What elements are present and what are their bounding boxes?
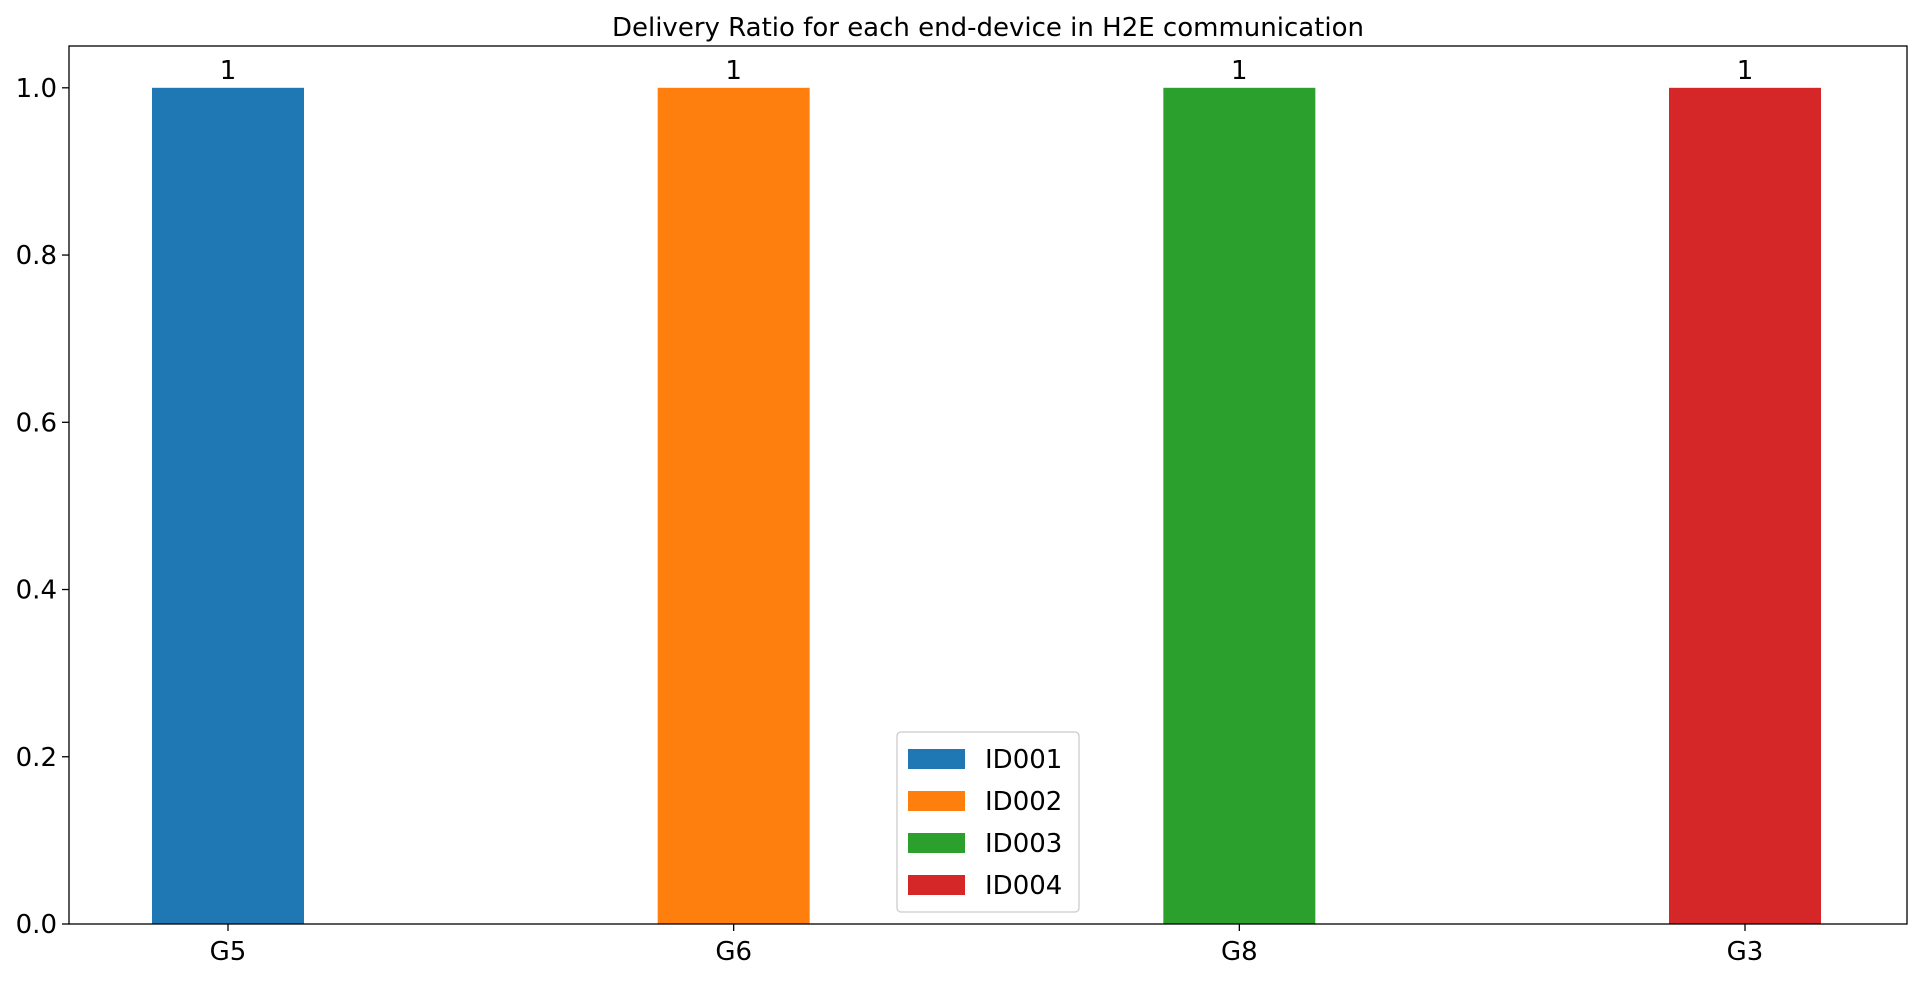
- data-label-id001: 1: [220, 56, 237, 86]
- bar-id003: [1163, 87, 1316, 925]
- axes-layer: 0.0 0.2 0.4 0.6 0.8 1.0 G5 G6 G8 G3: [16, 45, 1908, 967]
- legend-swatch-id001: [908, 749, 965, 769]
- bars-layer: [152, 87, 1821, 925]
- legend-swatch-id004: [908, 875, 965, 895]
- y-tick-label: 0.8: [16, 241, 57, 271]
- bar-id004: [1669, 87, 1821, 925]
- y-tick-label: 0.2: [16, 743, 57, 773]
- legend-label-id001: ID001: [985, 745, 1062, 775]
- chart-title: Delivery Ratio for each end-device in H2…: [612, 13, 1364, 43]
- legend-swatch-id002: [908, 791, 965, 811]
- x-tick-label-g6: G6: [715, 937, 752, 967]
- bar-id001: [152, 87, 304, 925]
- y-tick-label: 1.0: [16, 74, 57, 104]
- legend-box: [896, 731, 1080, 913]
- data-label-id003: 1: [1231, 56, 1248, 86]
- x-tick-label-g3: G3: [1727, 937, 1764, 967]
- data-label-id002: 1: [725, 56, 742, 86]
- legend: ID001 ID002 ID003 ID004: [896, 731, 1080, 913]
- y-tick-label: 0.0: [16, 910, 57, 940]
- data-labels-layer: 1 1 1 1: [220, 56, 1754, 86]
- x-tick-label-g5: G5: [210, 937, 247, 967]
- legend-label-id003: ID003: [985, 829, 1062, 859]
- y-tick-label: 0.6: [16, 408, 57, 438]
- legend-label-id004: ID004: [985, 871, 1062, 901]
- x-tick-label-g8: G8: [1221, 937, 1258, 967]
- bar-id002: [657, 87, 810, 925]
- plot-frame: [68, 45, 1908, 925]
- legend-label-id002: ID002: [985, 787, 1062, 817]
- data-label-id004: 1: [1737, 56, 1754, 86]
- legend-swatch-id003: [908, 833, 965, 853]
- y-tick-label: 0.4: [16, 576, 57, 606]
